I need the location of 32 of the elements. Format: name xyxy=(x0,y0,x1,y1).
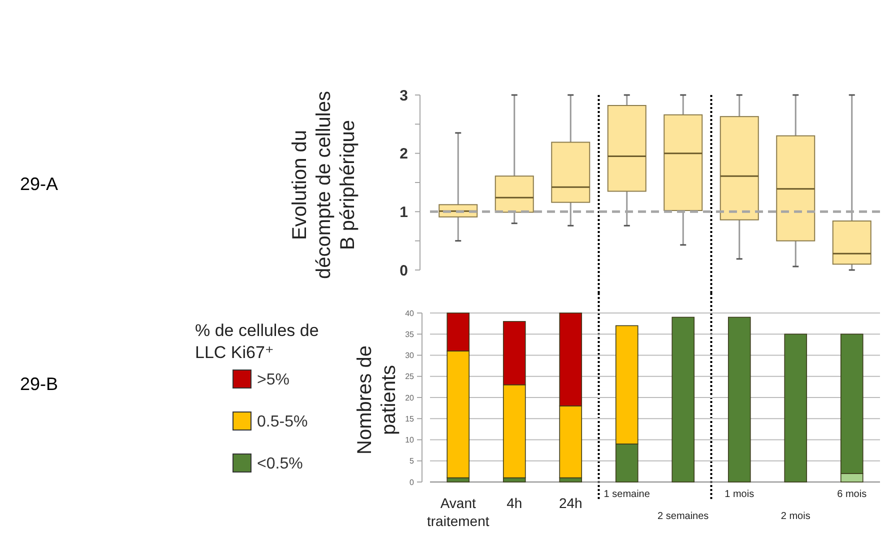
x-tick-label: 2 mois xyxy=(780,511,810,522)
y-tick-label: 35 xyxy=(405,330,415,339)
y-tick-label: 10 xyxy=(405,436,415,445)
y-tick-label: 15 xyxy=(405,414,415,424)
x-tick-label: 1 mois xyxy=(724,489,754,500)
x-tick-label: 24h xyxy=(558,495,582,511)
bar xyxy=(672,316,695,482)
legend-label: 0.5-5% xyxy=(257,414,308,431)
text: 29-A xyxy=(20,174,58,194)
bar xyxy=(784,334,808,482)
y-tick-label: 0 xyxy=(400,262,408,280)
text: 29-B xyxy=(20,374,58,394)
y-tick-label: 40 xyxy=(405,308,415,318)
y-tick-label: 20 xyxy=(405,393,415,402)
x-tick-label: 1 semaine xyxy=(604,489,650,500)
y-tick-label: 1 xyxy=(400,204,408,221)
y-tick-label: 5 xyxy=(410,456,415,466)
y-axis-title: Nombres de patients xyxy=(354,346,400,454)
y-tick-label: 0 xyxy=(410,478,415,487)
x-tick-label: 4h xyxy=(506,495,522,511)
x-tick-label: 2 semaines xyxy=(658,511,709,522)
y-tick-label: 2 xyxy=(400,146,408,163)
y-axis-title: Evolution du décompte de cellules B périphérique xyxy=(289,91,359,279)
x-tick-label: Avant traitement xyxy=(427,495,490,530)
legend-title: % de cellules de LLC Ki67⁺ xyxy=(195,321,319,362)
legend-label: >5% xyxy=(257,372,290,389)
x-tick-label: 6 mois xyxy=(837,489,867,500)
y-tick-label: 25 xyxy=(405,372,415,382)
y-tick-label: 30 xyxy=(405,351,415,360)
y-tick-label: 3 xyxy=(400,87,408,104)
legend-label: <0.5% xyxy=(257,456,303,473)
bar xyxy=(728,316,751,482)
